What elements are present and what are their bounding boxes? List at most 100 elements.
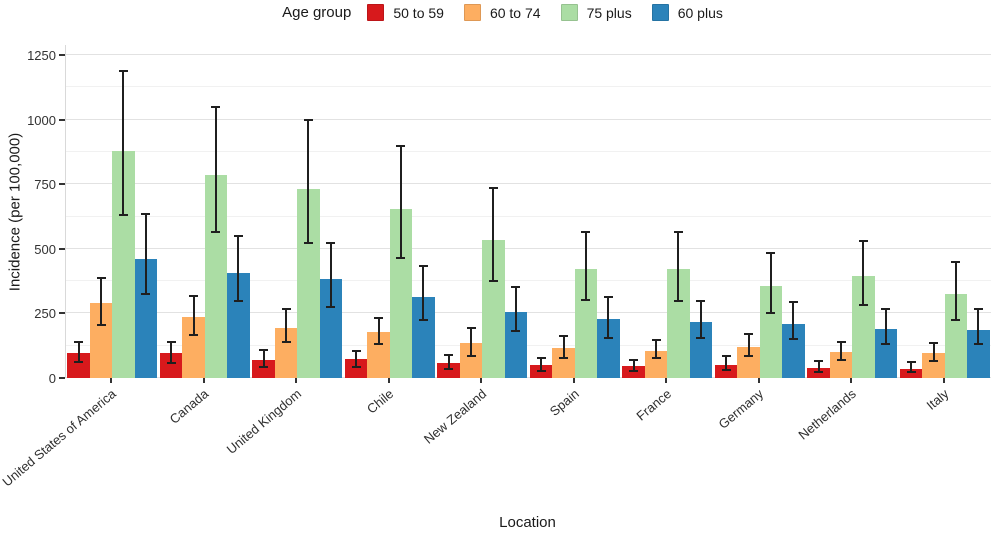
bar-60-to-74 <box>644 350 668 378</box>
error-bar-cap <box>629 370 639 373</box>
error-bar-cap <box>466 326 476 329</box>
y-tick-label: 750 <box>34 177 56 193</box>
bar-60-plus <box>227 273 250 378</box>
x-tick-label: France <box>633 386 674 424</box>
bar-60-to-74 <box>274 327 298 378</box>
x-tick-label: New Zealand <box>420 386 489 447</box>
error-bar-cap <box>326 305 336 308</box>
error-bar-cap <box>881 307 891 310</box>
legend-label: 50 to 59 <box>393 4 444 21</box>
error-bar-cap <box>836 359 846 362</box>
bar-75-plus <box>574 269 598 378</box>
y-tick-label: 1000 <box>27 112 56 128</box>
major-gridline <box>66 247 991 249</box>
bar-75-plus <box>204 175 228 378</box>
legend: Age group 50 to 59 60 to 74 75 plus 60 plus <box>0 4 1005 21</box>
error-bar <box>540 358 543 371</box>
bar-50-to-59 <box>67 353 90 378</box>
error-bar-cap <box>673 231 683 234</box>
x-tick-label: Canada <box>166 386 212 427</box>
bar-50-to-59 <box>899 368 923 378</box>
error-bar-cap <box>814 370 824 373</box>
error-bar-cap <box>511 330 521 333</box>
error-bar-cap <box>814 359 824 362</box>
bar-50-to-59 <box>714 365 738 378</box>
bar-50-to-59 <box>807 367 830 378</box>
error-bar <box>769 253 772 313</box>
error-bar <box>514 287 517 331</box>
major-gridline <box>66 312 991 314</box>
error-bar-cap <box>141 292 151 295</box>
error-bar-cap <box>488 279 498 282</box>
legend-entries: 50 to 59 60 to 74 75 plus 60 plus <box>367 4 723 21</box>
bar-75-plus <box>944 294 968 378</box>
error-bar-cap <box>211 105 221 108</box>
error-bar-cap <box>603 336 613 339</box>
x-tick-label: Netherlands <box>795 386 859 443</box>
bar-60-to-74 <box>459 343 483 378</box>
error-bar-cap <box>603 295 613 298</box>
error-bar-cap <box>233 235 243 238</box>
x-axis-title: Location <box>499 514 556 531</box>
error-bar <box>817 361 820 371</box>
bar-50-to-59 <box>437 362 460 378</box>
error-bar-cap <box>973 343 983 346</box>
bar-75-plus <box>852 275 875 378</box>
error-bar-cap <box>881 343 891 346</box>
error-bar-cap <box>858 304 868 307</box>
error-bar <box>170 343 173 362</box>
error-bar-cap <box>788 301 798 304</box>
error-bar-cap <box>211 230 221 233</box>
error-bar <box>262 350 265 367</box>
plot-panel <box>65 45 991 378</box>
bar-60-plus <box>874 328 898 378</box>
error-bar-cap <box>536 356 546 359</box>
error-bar-cap <box>281 307 291 310</box>
error-bar-cap <box>418 318 428 321</box>
bar-75-plus <box>667 269 690 378</box>
error-bar <box>355 352 358 367</box>
error-bar-cap <box>326 241 336 244</box>
error-bar-cap <box>536 370 546 373</box>
error-bar <box>655 340 658 358</box>
x-tick-mark <box>942 378 945 383</box>
error-bar <box>285 309 288 341</box>
error-bar-cap <box>396 144 406 147</box>
bar-60-plus <box>782 323 805 378</box>
error-bar-cap <box>559 357 569 360</box>
x-tick-mark <box>480 378 483 383</box>
error-bar-cap <box>929 359 939 362</box>
error-bar-cap <box>906 371 916 374</box>
legend-swatch-60-to-74 <box>463 4 481 21</box>
error-bar-cap <box>141 213 151 216</box>
y-tick-label: 500 <box>34 241 56 257</box>
bar-60-to-74 <box>829 352 853 378</box>
major-gridline <box>66 377 991 378</box>
error-bar <box>632 361 635 371</box>
error-bar <box>377 318 380 344</box>
legend-title: Age group <box>282 4 352 21</box>
x-tick-mark <box>110 378 113 383</box>
error-bar-cap <box>951 261 961 264</box>
error-bar <box>862 242 865 305</box>
error-bar-cap <box>951 318 961 321</box>
error-bar <box>399 146 402 257</box>
error-bar-cap <box>488 187 498 190</box>
error-bar <box>562 336 565 358</box>
error-bar-cap <box>788 337 798 340</box>
error-bar-cap <box>281 340 291 343</box>
minor-gridline <box>66 344 991 346</box>
error-bar <box>677 233 680 301</box>
bar-75-plus <box>482 239 505 378</box>
bar-75-plus <box>112 150 135 378</box>
error-bar-cap <box>696 336 706 339</box>
error-bar-cap <box>118 69 128 72</box>
x-tick-label: Germany <box>715 386 767 432</box>
error-bar <box>329 243 332 306</box>
legend-entry-75-plus: 75 plus <box>560 4 632 21</box>
error-bar <box>607 297 610 337</box>
bar-50-to-59 <box>159 353 183 378</box>
error-bar-cap <box>581 299 591 302</box>
error-bar-cap <box>396 256 406 259</box>
